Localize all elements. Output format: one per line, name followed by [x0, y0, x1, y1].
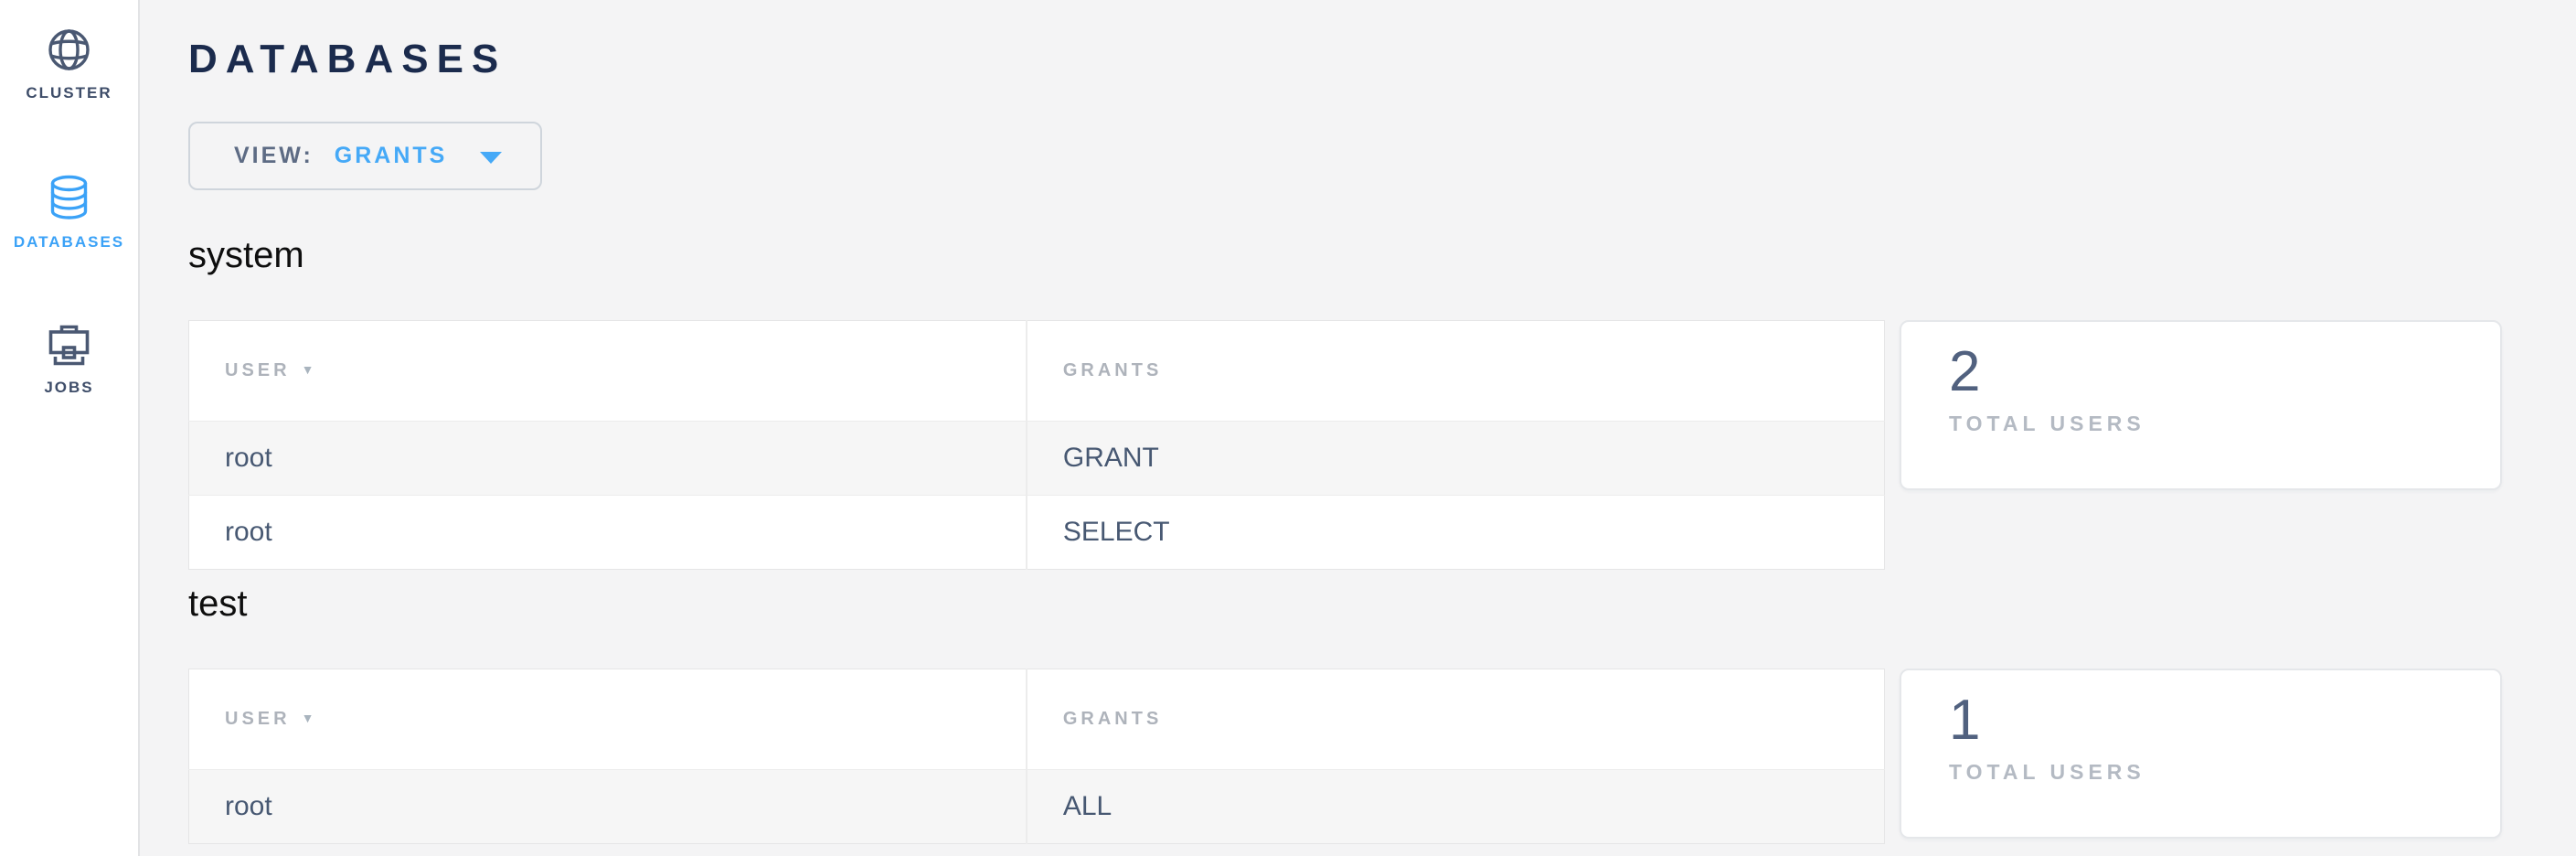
- sort-arrow-icon: ▼: [301, 362, 318, 377]
- total-users-count: 1: [1949, 689, 1981, 752]
- page-title: DATABASES: [188, 37, 507, 81]
- table-row: root SELECT: [188, 495, 1885, 570]
- view-selector-value: GRANTS: [334, 143, 448, 168]
- grants-table: USER ▼ GRANTS root ALL: [188, 669, 1885, 844]
- sidebar-item-databases[interactable]: DATABASES: [14, 174, 124, 251]
- sidebar-item-label: CLUSTER: [26, 84, 112, 102]
- sidebar: CLUSTER DATABASES JOBS: [0, 0, 140, 856]
- database-name-heading: test: [188, 583, 248, 624]
- chevron-down-icon: [480, 152, 503, 164]
- column-header-grants[interactable]: GRANTS: [1025, 320, 1885, 422]
- globe-icon: [47, 27, 91, 72]
- sidebar-item-label: DATABASES: [13, 233, 125, 251]
- total-users-count: 2: [1949, 340, 1981, 403]
- database-section-test: USER ▼ GRANTS root ALL 1 TOTAL USERS: [188, 669, 2502, 844]
- grants-table: USER ▼ GRANTS root GRANT root SELECT: [188, 320, 1885, 570]
- column-header-grants[interactable]: GRANTS: [1025, 669, 1885, 770]
- total-users-label: TOTAL USERS: [1949, 760, 2145, 784]
- user-cell: root: [225, 443, 272, 473]
- table-header-row: USER ▼ GRANTS: [189, 669, 1885, 770]
- main-content: DATABASES VIEW: GRANTS system USER ▼ GRAN…: [142, 0, 2576, 844]
- sidebar-item-cluster[interactable]: CLUSTER: [26, 27, 112, 102]
- grants-cell: SELECT: [1025, 495, 1885, 570]
- database-section-system: USER ▼ GRANTS root GRANT root SELECT: [188, 320, 2502, 570]
- total-users-label: TOTAL USERS: [1949, 412, 2145, 435]
- briefcase-icon: [46, 323, 92, 367]
- total-users-card: 1 TOTAL USERS: [1900, 669, 2502, 839]
- table-row: root ALL: [188, 769, 1885, 844]
- sidebar-item-jobs[interactable]: JOBS: [44, 323, 93, 397]
- view-selector-dropdown[interactable]: VIEW: GRANTS: [188, 122, 543, 190]
- total-users-card: 2 TOTAL USERS: [1900, 320, 2502, 490]
- user-cell: root: [225, 791, 272, 821]
- sort-arrow-icon: ▼: [301, 711, 318, 725]
- sidebar-item-label: JOBS: [44, 379, 94, 396]
- grants-cell: ALL: [1025, 769, 1885, 844]
- database-icon: [45, 174, 93, 221]
- grants-cell: GRANT: [1025, 421, 1885, 496]
- column-header-user[interactable]: USER ▼: [225, 709, 318, 729]
- column-header-user[interactable]: USER ▼: [225, 360, 318, 380]
- table-header-row: USER ▼ GRANTS: [189, 320, 1885, 422]
- view-selector-label: VIEW:: [234, 143, 314, 168]
- database-name-heading: system: [188, 235, 304, 275]
- table-row: root GRANT: [188, 421, 1885, 496]
- user-cell: root: [225, 517, 272, 547]
